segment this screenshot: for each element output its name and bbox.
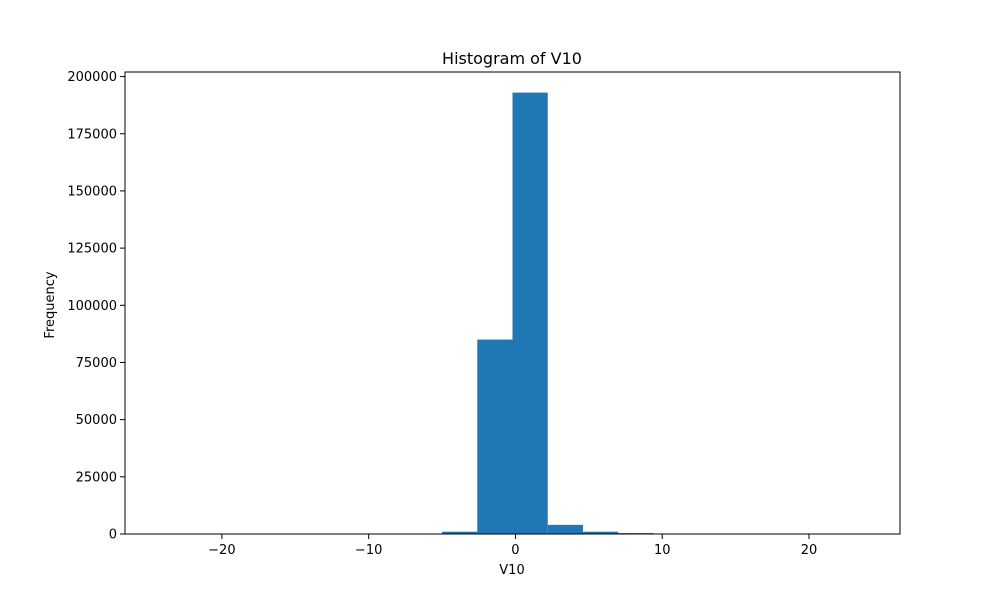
histogram-bar-11 — [547, 524, 583, 534]
y-axis-ticks: 0 25000 50000 75000 100000 125000 150000 175000… — [67, 70, 125, 543]
x-axis-label: V10 — [499, 563, 524, 578]
plot-frame — [124, 71, 901, 535]
x-tick-label: 20 — [801, 543, 818, 558]
bars-group — [406, 92, 795, 534]
histogram-bar-9 — [477, 339, 513, 534]
y-tick-label: 25000 — [76, 470, 117, 485]
x-tick-label: 10 — [654, 543, 671, 558]
histogram-bar-10 — [512, 92, 548, 534]
histogram-bar-8 — [442, 531, 478, 534]
y-tick-label: 200000 — [67, 70, 117, 85]
y-tick-label: 0 — [109, 528, 117, 543]
x-axis-ticks: −20 −10 0 10 20 — [208, 534, 817, 558]
y-tick-label: 125000 — [67, 242, 117, 257]
y-tick-label: 175000 — [67, 127, 117, 142]
y-tick-label: 50000 — [76, 413, 117, 428]
x-tick-label: −10 — [355, 543, 382, 558]
y-tick-label: 75000 — [76, 356, 117, 371]
y-tick-label: 100000 — [67, 299, 117, 314]
y-tick-label: 150000 — [67, 184, 117, 199]
x-tick-label: 0 — [511, 543, 519, 558]
histogram-bar-12 — [582, 531, 619, 534]
chart-title: Histogram of V10 — [442, 49, 582, 68]
y-axis-label: Frequency — [43, 271, 58, 338]
x-tick-label: −20 — [208, 543, 235, 558]
